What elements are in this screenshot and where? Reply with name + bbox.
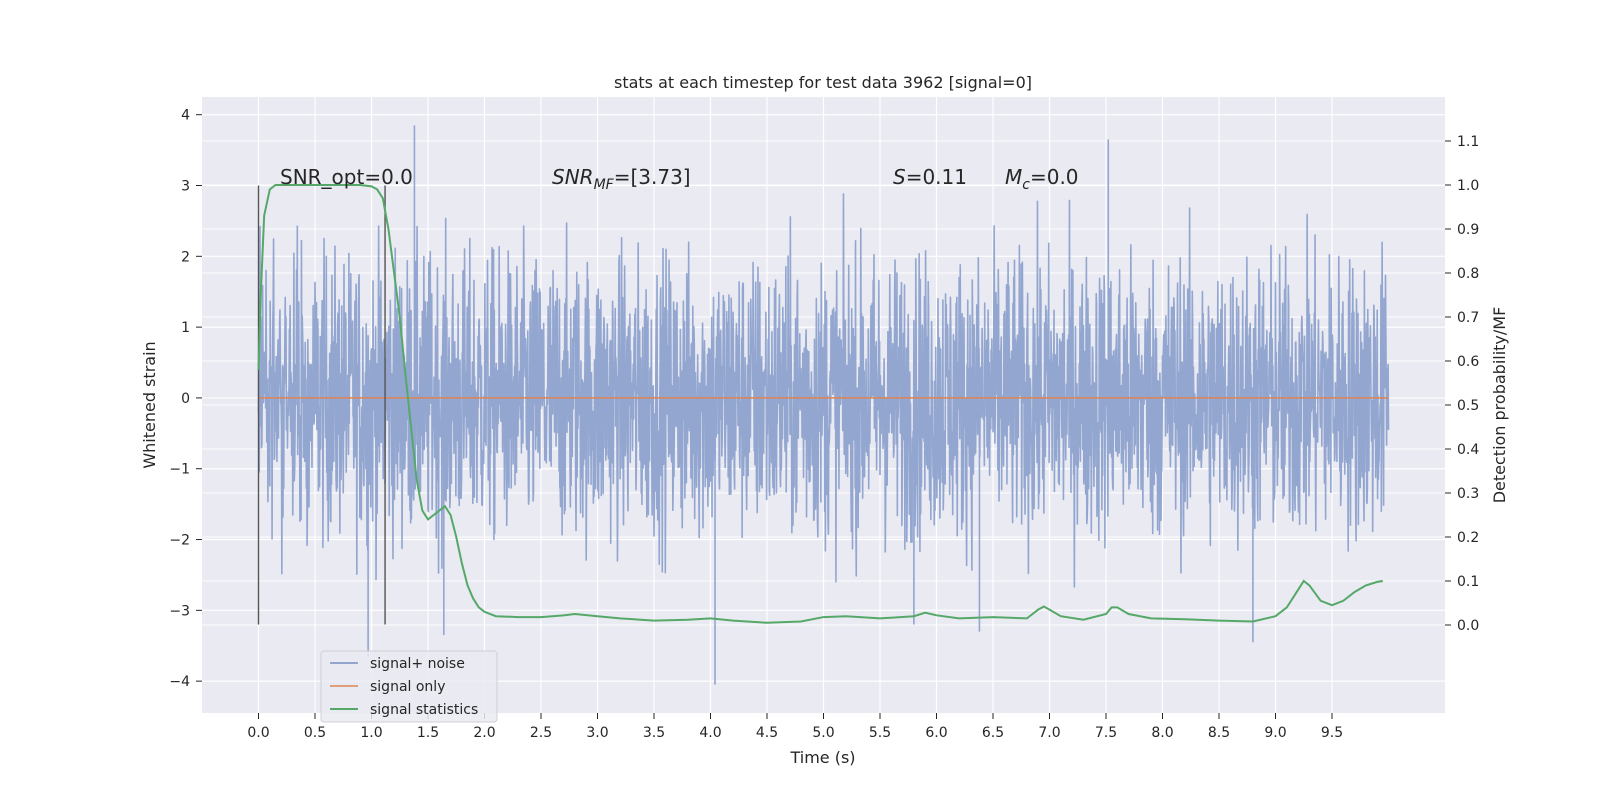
- series-signal-noise-extremes: [367, 125, 1254, 685]
- x-tick-label: 5.0: [812, 725, 834, 741]
- annotation-snr-mf-sub: MF: [594, 177, 615, 193]
- x-tick-label: 2.0: [473, 725, 495, 741]
- series-signal-statistics: [257, 184, 1384, 624]
- x-tick-label: 0.0: [247, 725, 269, 741]
- series-signal-statistics-points: [258, 184, 1383, 623]
- vertical-markers: [257, 185, 386, 625]
- y-right-tick-label: 0.5: [1457, 398, 1479, 414]
- legend-label-signal-noise: signal+ noise: [370, 656, 465, 672]
- y-tick-label: −2: [169, 533, 190, 549]
- annotation-snr-mf-value: =[3.73]: [614, 165, 691, 189]
- x-tick-label: 8.0: [1151, 725, 1173, 741]
- x-tick-label: 6.5: [982, 725, 1004, 741]
- y-right-tick-label: 0.6: [1457, 354, 1479, 370]
- y-ticks-left: 4 3 2 1 0 −1 −2 −3 −4: [169, 108, 202, 690]
- x-tick-label: 3.5: [643, 725, 665, 741]
- y-tick-label: −4: [169, 674, 190, 690]
- legend: signal+ noise signal only signal statist…: [320, 650, 498, 723]
- legend-box: [320, 650, 498, 723]
- y-right-tick-label: 0.1: [1457, 574, 1479, 590]
- x-tick-label: 3.0: [586, 725, 608, 741]
- annotation-mc-value: =0.0: [1030, 165, 1079, 189]
- annotation-s: S=0.11: [893, 165, 967, 189]
- y-tick-label: 1: [181, 320, 190, 336]
- x-tick-label: 1.0: [360, 725, 382, 741]
- annotation-snr-mf-base: SNR: [552, 165, 594, 189]
- y-right-tick-label: 0.7: [1457, 310, 1479, 326]
- y-tick-label: 4: [181, 108, 190, 124]
- y-right-tick-label: 0.3: [1457, 486, 1479, 502]
- y-right-tick-label: 0.2: [1457, 530, 1479, 546]
- x-tick-label: 9.5: [1321, 725, 1343, 741]
- y-right-tick-label: 1.0: [1457, 178, 1479, 194]
- y-right-tick-label: 1.1: [1457, 134, 1479, 150]
- series-signal-noise: [257, 193, 1390, 588]
- y-tick-label: 0: [181, 391, 190, 407]
- x-tick-label: 6.0: [925, 725, 947, 741]
- annotation-s-symbol: S: [893, 165, 906, 189]
- y-tick-label: 2: [181, 249, 190, 265]
- annotation-mc-sub: c: [1022, 177, 1030, 193]
- y-tick-label: −1: [169, 462, 190, 478]
- x-tick-label: 7.5: [1095, 725, 1117, 741]
- x-tick-label: 7.0: [1038, 725, 1060, 741]
- y-tick-label: −3: [169, 603, 190, 619]
- x-tick-label: 4.0: [699, 725, 721, 741]
- annotation-mc-base: M: [1005, 165, 1022, 189]
- annotation-snr-mf: SNRMF=[3.73]: [552, 165, 691, 193]
- x-tick-label: 9.0: [1264, 725, 1286, 741]
- x-tick-label: 4.5: [756, 725, 778, 741]
- x-tick-label: 8.5: [1208, 725, 1230, 741]
- y-tick-label: 3: [181, 179, 190, 195]
- y-axis-label: Whitened strain: [140, 341, 159, 468]
- y-right-tick-label: 0.0: [1457, 618, 1479, 634]
- annotation-snr-opt: SNR_opt=0.0: [280, 165, 413, 189]
- y-right-tick-label: 0.9: [1457, 222, 1479, 238]
- x-axis-label: Time (s): [789, 748, 855, 767]
- x-ticks: 0.0 0.5 1.0 1.5 2.0 2.5 3.0 3.5 4.0 4.5 5.0 5.5 6.0 6…: [247, 713, 1343, 741]
- y-right-tick-label: 0.4: [1457, 442, 1479, 458]
- y-axis-label-right: Detection probability/MF: [1490, 307, 1509, 504]
- x-tick-label: 5.5: [869, 725, 891, 741]
- annotation-mc: Mc=0.0: [1005, 165, 1079, 193]
- y-ticks-right: 1.1 1.0 0.9 0.8 0.7 0.6 0.5 0.4 0.3 0.2 0.1 0.0: [1445, 134, 1479, 634]
- legend-label-signal-statistics: signal statistics: [370, 702, 478, 718]
- x-tick-label: 2.5: [530, 725, 552, 741]
- legend-label-signal-only: signal only: [370, 679, 445, 695]
- chart-title: stats at each timestep for test data 396…: [614, 73, 1032, 92]
- annotation-s-value: =0.11: [906, 165, 967, 189]
- x-tick-label: 1.5: [417, 725, 439, 741]
- y-right-tick-label: 0.8: [1457, 266, 1479, 282]
- x-tick-label: 0.5: [304, 725, 326, 741]
